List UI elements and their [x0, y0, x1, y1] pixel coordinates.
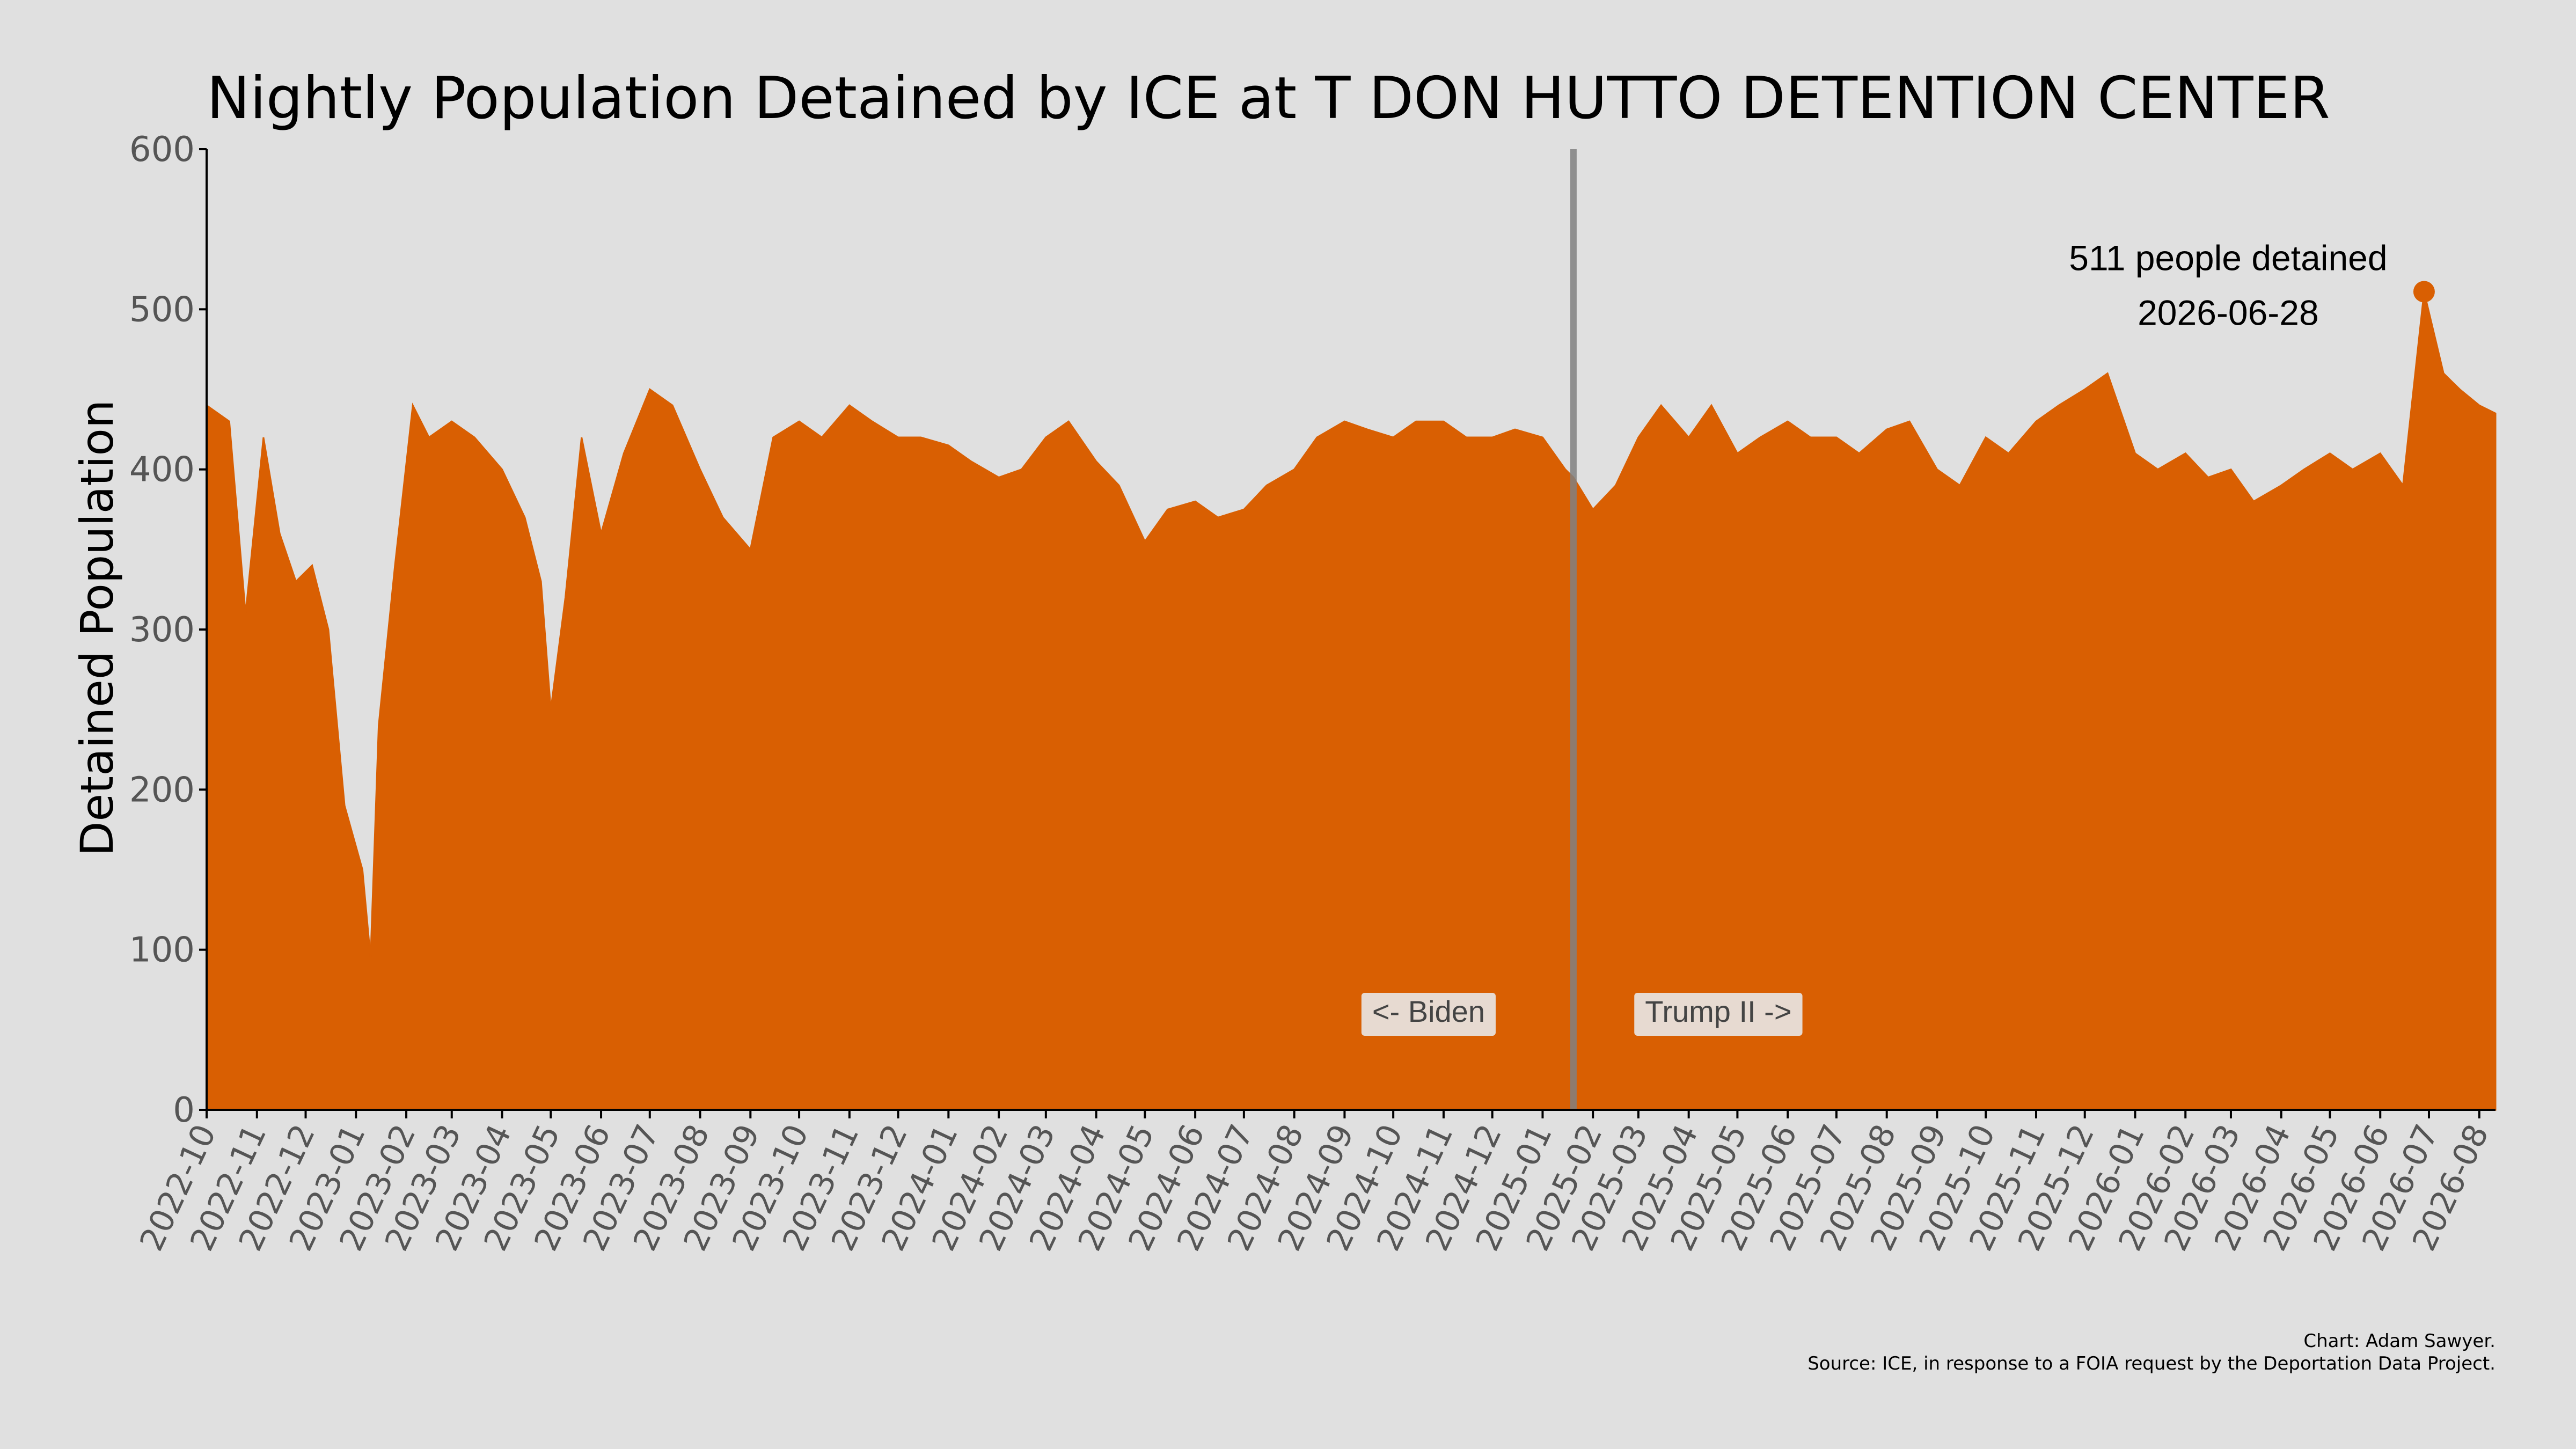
y-tick-label: 100	[129, 931, 195, 970]
peak-annotation-value: 511 people detained	[2069, 238, 2387, 278]
trump-label-box	[1634, 993, 1803, 1036]
peak-marker	[2413, 281, 2435, 303]
y-tick-label: 300	[129, 610, 195, 650]
y-tick-label: 0	[173, 1091, 195, 1130]
y-axis-label: Detained Population	[71, 400, 123, 856]
trump-label: Trump II ->	[1645, 994, 1791, 1028]
area-fill	[206, 291, 2497, 1111]
annotations: 511 people detained 2026-06-28 <- Biden …	[1361, 238, 2435, 1036]
chart-title: Nightly Population Detained by ICE at T …	[207, 65, 2330, 132]
area-series	[206, 291, 2497, 1111]
y-tick-label: 600	[129, 130, 195, 170]
biden-label: <- Biden	[1372, 994, 1485, 1028]
caption-source: Source: ICE, in response to a FOIA reque…	[1807, 1353, 2496, 1374]
y-tick-label: 200	[129, 770, 195, 810]
caption-credit: Chart: Adam Sawyer.	[2303, 1330, 2496, 1352]
y-axis-ticks: 0 100 200 300 400 500 600	[129, 130, 207, 1130]
y-tick-label: 400	[129, 450, 195, 490]
biden-label-box	[1361, 993, 1496, 1036]
peak-annotation-date: 2026-06-28	[2138, 293, 2319, 333]
y-tick-label: 500	[129, 290, 195, 330]
